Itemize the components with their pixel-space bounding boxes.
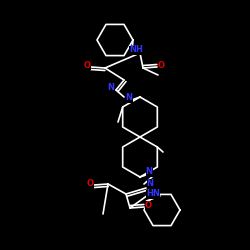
Text: HN: HN: [146, 190, 160, 198]
Text: O: O: [84, 60, 90, 70]
Text: N: N: [108, 84, 114, 92]
Text: O: O: [86, 178, 94, 188]
Text: NH: NH: [129, 46, 143, 54]
Text: N: N: [146, 168, 152, 176]
Text: O: O: [158, 60, 164, 70]
Text: N: N: [146, 178, 154, 188]
Text: O: O: [144, 200, 152, 209]
Text: N: N: [126, 94, 132, 102]
